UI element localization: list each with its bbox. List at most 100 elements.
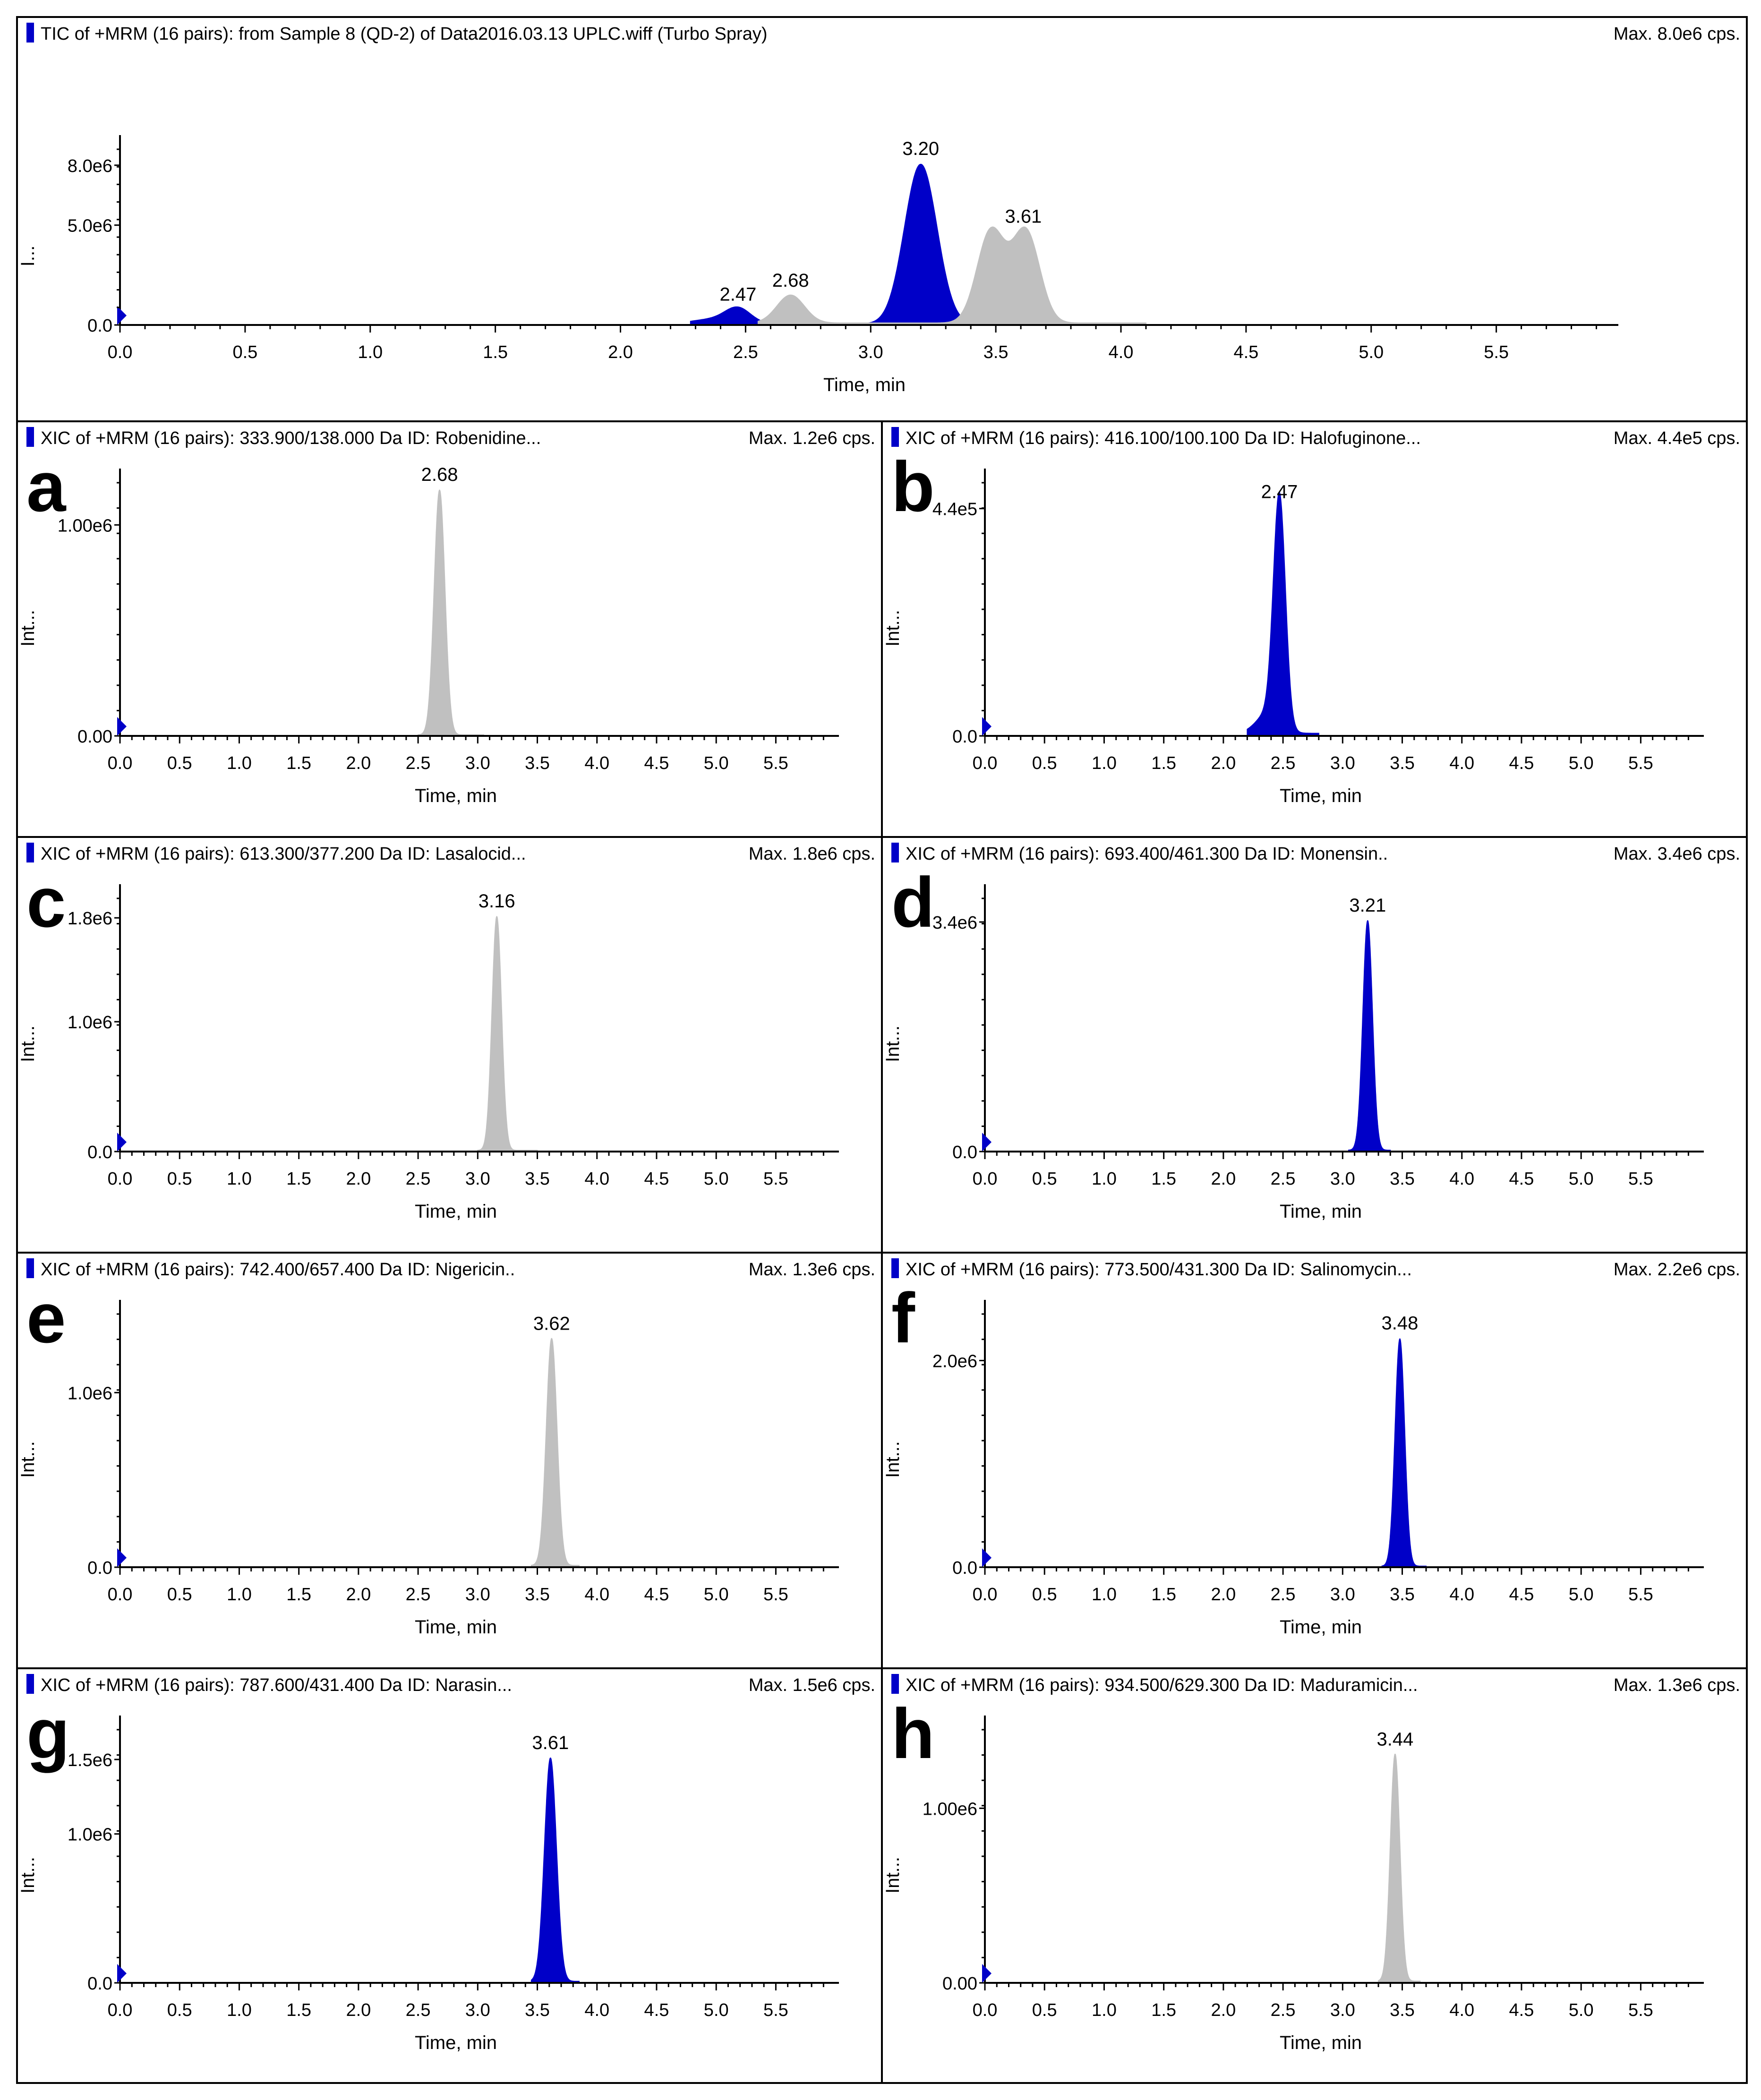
max-intensity-label: Max. 8.0e6 cps. <box>1614 24 1740 44</box>
y-tick-label: 0.0 <box>952 727 977 747</box>
x-tick-label: 2.0 <box>346 753 371 773</box>
x-tick-label: 3.5 <box>525 1169 550 1189</box>
x-tick-label: 2.0 <box>1211 1169 1236 1189</box>
peak-retention-label: 3.61 <box>532 1733 569 1753</box>
x-tick-label: 4.5 <box>644 1585 669 1605</box>
x-tick-label: 5.5 <box>1484 342 1509 362</box>
peak-retention-label: 3.16 <box>479 891 515 912</box>
x-tick-label: 5.0 <box>1569 1585 1594 1605</box>
peak-retention-label: 3.61 <box>1005 206 1042 227</box>
x-tick-label: 2.0 <box>346 2000 371 2020</box>
peak-retention-label: 3.62 <box>533 1313 570 1334</box>
x-tick-label: 2.5 <box>733 342 758 362</box>
y-axis-title: Int... <box>17 610 38 647</box>
peak-retention-label: 3.48 <box>1382 1313 1419 1334</box>
x-axis-title: Time, min <box>1280 1617 1362 1638</box>
panel-title: XIC of +MRM (16 pairs): 934.500/629.300 … <box>906 1675 1418 1695</box>
x-tick-label: 5.5 <box>763 1169 788 1189</box>
max-intensity-label: Max. 1.3e6 cps. <box>1614 1675 1740 1695</box>
max-intensity-label: Max. 1.3e6 cps. <box>749 1260 875 1280</box>
x-tick-label: 3.0 <box>465 753 490 773</box>
x-tick-label: 0.5 <box>1032 753 1057 773</box>
y-tick-label: 0.0 <box>87 316 112 336</box>
origin-marker <box>117 1548 127 1567</box>
x-tick-label: 1.5 <box>286 1585 311 1605</box>
panel-letter: b <box>891 447 935 526</box>
legend-swatch <box>26 1674 34 1694</box>
panel-title: XIC of +MRM (16 pairs): 773.500/431.300 … <box>906 1260 1412 1280</box>
x-tick-label: 2.0 <box>1211 1585 1236 1605</box>
panel-frame <box>16 1667 883 2084</box>
x-tick-label: 3.5 <box>1390 2000 1415 2020</box>
peak-area-peak <box>1348 920 1391 1152</box>
x-tick-label: 4.5 <box>1509 1169 1534 1189</box>
peak-area-peak <box>530 1338 580 1568</box>
x-tick-label: 0.0 <box>973 1169 998 1189</box>
x-tick-label: 2.5 <box>406 1169 431 1189</box>
x-tick-label: 1.5 <box>286 2000 311 2020</box>
x-tick-label: 1.5 <box>483 342 508 362</box>
y-tick-label: 1.0e6 <box>68 1383 112 1403</box>
panel-tic: TIC of +MRM (16 pairs): from Sample 8 (Q… <box>16 16 1748 422</box>
y-tick-label: 1.0e6 <box>68 1825 112 1845</box>
x-tick-label: 2.5 <box>1271 1585 1296 1605</box>
peak-retention-label: 3.44 <box>1376 1729 1413 1750</box>
y-axis-title: I... <box>17 246 38 266</box>
x-tick-label: 4.5 <box>644 1169 669 1189</box>
x-tick-label: 1.0 <box>358 342 383 362</box>
x-tick-label: 1.5 <box>1151 1585 1176 1605</box>
panel-letter: d <box>891 862 935 942</box>
legend-swatch <box>891 843 899 862</box>
y-tick-label: 1.00e6 <box>58 516 112 536</box>
x-tick-label: 1.0 <box>1092 1169 1117 1189</box>
max-intensity-label: Max. 1.5e6 cps. <box>749 1675 875 1695</box>
max-intensity-label: Max. 3.4e6 cps. <box>1614 844 1740 864</box>
peak-retention-label: 2.47 <box>1261 482 1298 503</box>
x-tick-label: 4.0 <box>1449 1169 1474 1189</box>
max-intensity-label: Max. 4.4e5 cps. <box>1614 428 1740 448</box>
x-tick-label: 5.5 <box>763 2000 788 2020</box>
peak-retention-label: 2.68 <box>421 464 458 485</box>
peak-retention-label: 2.47 <box>720 284 757 305</box>
x-tick-label: 5.0 <box>704 1169 729 1189</box>
x-tick-label: 0.0 <box>108 2000 133 2020</box>
peak-area-peak <box>1247 491 1319 736</box>
panel-e: XIC of +MRM (16 pairs): 742.400/657.400 … <box>16 1252 883 1669</box>
y-axis-title: Int... <box>17 1025 38 1062</box>
legend-swatch <box>891 1674 899 1694</box>
x-tick-label: 0.0 <box>108 753 133 773</box>
y-tick-label: 0.0 <box>952 1143 977 1162</box>
x-tick-label: 3.5 <box>1390 753 1415 773</box>
panel-frame <box>16 1252 883 1669</box>
x-tick-label: 5.5 <box>1628 753 1653 773</box>
x-tick-label: 0.0 <box>973 2000 998 2020</box>
panel-frame <box>16 836 883 1254</box>
x-tick-label: 3.0 <box>858 342 883 362</box>
x-tick-label: 4.5 <box>1509 753 1534 773</box>
x-tick-label: 1.5 <box>1151 753 1176 773</box>
y-tick-label: 1.8e6 <box>68 909 112 929</box>
x-tick-label: 3.5 <box>525 753 550 773</box>
x-tick-label: 0.0 <box>973 753 998 773</box>
panel-frame <box>881 420 1748 838</box>
y-tick-label: 1.00e6 <box>923 1799 977 1819</box>
panel-frame <box>881 1252 1748 1669</box>
y-tick-label: 1.5e6 <box>68 1750 112 1770</box>
origin-marker <box>117 1964 127 1983</box>
x-tick-label: 3.5 <box>525 1585 550 1605</box>
panel-title: TIC of +MRM (16 pairs): from Sample 8 (Q… <box>41 24 767 44</box>
x-axis-title: Time, min <box>415 1617 497 1638</box>
y-axis-title: Int... <box>882 1857 903 1894</box>
y-tick-label: 1.0e6 <box>68 1013 112 1033</box>
x-tick-label: 1.0 <box>227 1585 252 1605</box>
x-tick-label: 2.5 <box>406 1585 431 1605</box>
origin-marker <box>117 1133 127 1152</box>
panel-letter: f <box>891 1278 915 1357</box>
x-tick-label: 2.0 <box>1211 2000 1236 2020</box>
y-tick-label: 0.00 <box>942 1974 977 1994</box>
y-axis-title: Int... <box>17 1857 38 1894</box>
x-axis-title: Time, min <box>415 785 497 806</box>
peak-area-gray <box>757 226 1146 325</box>
x-axis-title: Time, min <box>1280 2032 1362 2053</box>
